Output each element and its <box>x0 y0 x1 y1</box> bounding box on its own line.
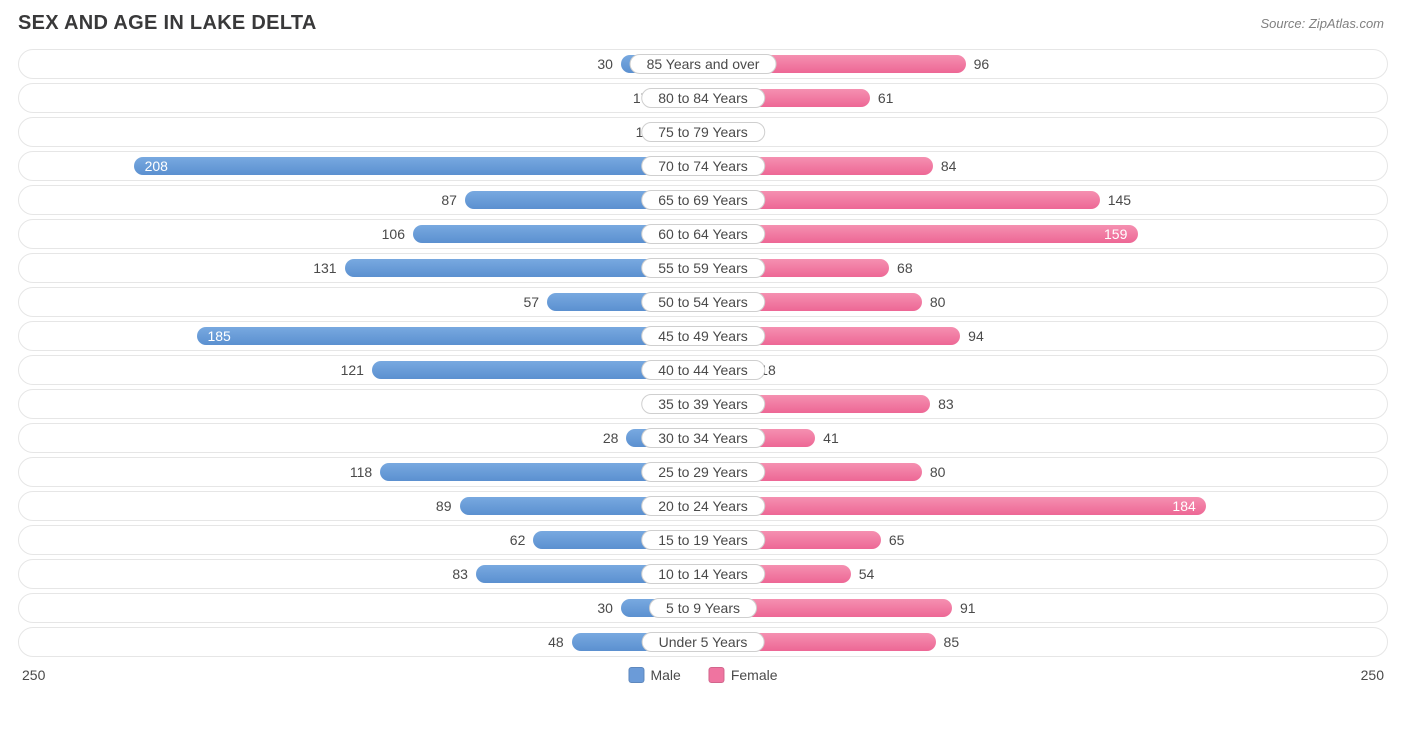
age-category-label: 30 to 34 Years <box>641 428 765 448</box>
legend-item: Female <box>709 667 778 683</box>
female-value: 61 <box>878 90 894 106</box>
female-value: 68 <box>897 260 913 276</box>
age-category-label: 15 to 19 Years <box>641 530 765 550</box>
female-value: 80 <box>930 464 946 480</box>
age-category-label: 55 to 59 Years <box>641 258 765 278</box>
age-category-label: 75 to 79 Years <box>641 122 765 142</box>
age-row: 131 68 55 to 59 Years <box>18 253 1388 283</box>
legend-label: Female <box>731 667 778 683</box>
age-row: 57 80 50 to 54 Years <box>18 287 1388 317</box>
male-value: 131 <box>313 260 336 276</box>
male-value: 28 <box>603 430 619 446</box>
age-category-label: 10 to 14 Years <box>641 564 765 584</box>
age-row: 83 54 10 to 14 Years <box>18 559 1388 589</box>
age-row: 30 96 85 Years and over <box>18 49 1388 79</box>
legend-item: Male <box>628 667 680 683</box>
age-category-label: 70 to 74 Years <box>641 156 765 176</box>
age-category-label: 35 to 39 Years <box>641 394 765 414</box>
male-value: 30 <box>597 600 613 616</box>
male-bar <box>134 157 703 175</box>
age-category-label: 5 to 9 Years <box>649 598 757 618</box>
male-value: 118 <box>350 464 372 480</box>
legend-label: Male <box>650 667 680 683</box>
female-value: 65 <box>889 532 905 548</box>
female-value: 96 <box>974 56 990 72</box>
age-category-label: 50 to 54 Years <box>641 292 765 312</box>
age-row: 28 41 30 to 34 Years <box>18 423 1388 453</box>
age-category-label: 85 Years and over <box>630 54 777 74</box>
axis-max-right: 250 <box>1361 667 1384 683</box>
age-category-label: 80 to 84 Years <box>641 88 765 108</box>
age-row: 89 184 20 to 24 Years <box>18 491 1388 521</box>
male-value: 106 <box>382 226 405 242</box>
female-value: 184 <box>1172 498 1195 514</box>
age-row: 48 85 Under 5 Years <box>18 627 1388 657</box>
age-category-label: 60 to 64 Years <box>641 224 765 244</box>
age-category-label: Under 5 Years <box>642 632 765 652</box>
male-value: 62 <box>510 532 526 548</box>
female-bar <box>703 497 1206 515</box>
age-row: 176180 to 84 Years <box>18 83 1388 113</box>
chart-footer: 250 Male Female 250 <box>18 667 1388 691</box>
male-value: 185 <box>207 328 230 344</box>
age-category-label: 65 to 69 Years <box>641 190 765 210</box>
female-value: 80 <box>930 294 946 310</box>
population-pyramid-chart: SEX AND AGE IN LAKE DELTA Source: ZipAtl… <box>0 0 1406 739</box>
age-row: 118 80 25 to 29 Years <box>18 457 1388 487</box>
age-row: 208 84 70 to 74 Years <box>18 151 1388 181</box>
female-value: 145 <box>1108 192 1131 208</box>
male-value: 87 <box>441 192 457 208</box>
age-row: 87 145 65 to 69 Years <box>18 185 1388 215</box>
male-value: 30 <box>597 56 613 72</box>
legend-swatch <box>709 667 725 683</box>
age-category-label: 20 to 24 Years <box>641 496 765 516</box>
age-category-label: 45 to 49 Years <box>641 326 765 346</box>
female-value: 84 <box>941 158 957 174</box>
male-value: 83 <box>452 566 468 582</box>
female-bar <box>703 225 1138 243</box>
age-row: 161275 to 79 Years <box>18 117 1388 147</box>
female-value: 41 <box>823 430 839 446</box>
age-row: 185 94 45 to 49 Years <box>18 321 1388 351</box>
male-value: 89 <box>436 498 452 514</box>
female-value: 83 <box>938 396 954 412</box>
female-value: 94 <box>968 328 984 344</box>
age-category-label: 25 to 29 Years <box>641 462 765 482</box>
female-value: 91 <box>960 600 976 616</box>
male-value: 57 <box>523 294 539 310</box>
male-value: 208 <box>145 158 168 174</box>
male-bar <box>197 327 703 345</box>
legend: Male Female <box>628 667 777 683</box>
age-row: 106 159 60 to 64 Years <box>18 219 1388 249</box>
male-value: 121 <box>341 362 364 378</box>
legend-swatch <box>628 667 644 683</box>
chart-title: SEX AND AGE IN LAKE DELTA <box>18 12 1388 35</box>
female-value: 85 <box>944 634 960 650</box>
chart-rows: 309685 Years and over176180 to 84 Years1… <box>18 49 1388 657</box>
age-row: 62 65 15 to 19 Years <box>18 525 1388 555</box>
female-value: 54 <box>859 566 875 582</box>
age-row: 138335 to 39 Years <box>18 389 1388 419</box>
male-value: 48 <box>548 634 564 650</box>
female-value: 159 <box>1104 226 1127 242</box>
axis-max-left: 250 <box>22 667 45 683</box>
age-category-label: 40 to 44 Years <box>641 360 765 380</box>
chart-source: Source: ZipAtlas.com <box>1260 16 1384 31</box>
age-row: 1211840 to 44 Years <box>18 355 1388 385</box>
age-row: 30 91 5 to 9 Years <box>18 593 1388 623</box>
